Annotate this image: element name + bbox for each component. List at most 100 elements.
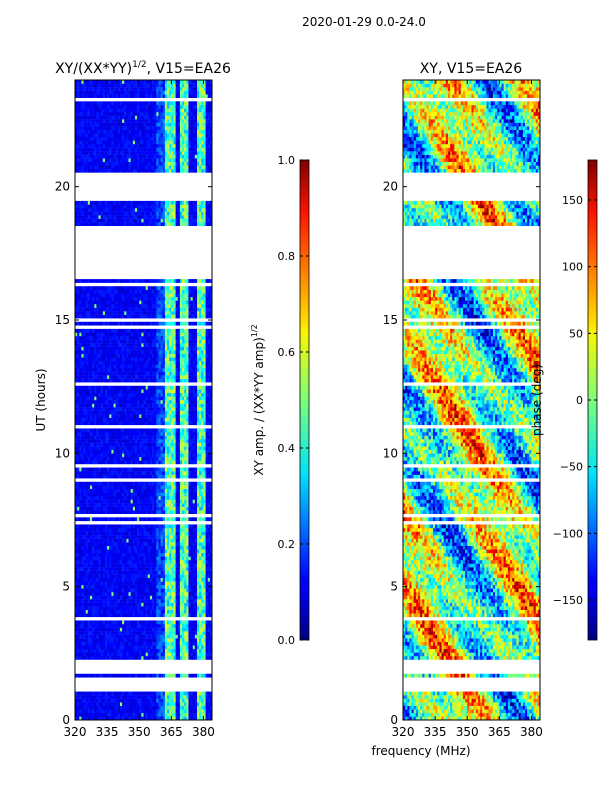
amp-cell [81,499,84,504]
amp-cell [194,400,198,404]
amp-cell [81,446,84,450]
amp-cell [134,456,138,461]
amp-cell [113,435,116,440]
amp-cell [207,574,211,578]
amp-cell [173,538,176,543]
amp-cell [203,645,206,650]
amp-cell [122,474,125,479]
amp-cell [167,648,170,653]
amp-cell [109,535,112,539]
amp-cell [130,407,134,411]
amp-cell [107,645,110,650]
amp-cell [75,695,78,699]
amp-cell [184,488,187,493]
amp-cell [209,417,212,422]
amp-cell [175,627,179,632]
amp-cell [164,442,168,447]
amp-cell [122,609,125,614]
amp-cell [85,417,89,422]
amp-cell [154,492,157,497]
amp-cell [154,421,157,426]
amp-cell [124,503,127,507]
amp-cell [119,709,123,714]
amp-cell [96,442,99,447]
amp-cell [190,485,194,490]
amp-cell [111,407,114,411]
amp-cell [207,488,211,493]
amp-cell [160,556,164,561]
amp-cell [169,574,172,578]
amp-cell [152,549,155,554]
amp-cell [75,542,78,546]
amp-cell [85,698,89,703]
amp-cell [79,496,82,500]
amp-cell [184,460,187,465]
amp-cell [81,570,84,575]
amp-cell [186,410,189,415]
amp-cell [98,638,101,642]
amp-cell [81,492,84,497]
amp-cell [113,620,116,625]
amp-cell [75,481,78,486]
amp-cell [145,496,149,500]
amp-cell [194,613,198,618]
amp-cell [96,417,99,422]
amp-cell [190,716,194,720]
amp-cell [79,531,82,536]
amp-cell [182,432,185,436]
amp-cell [199,496,202,500]
amp-cell [134,485,138,490]
amp-cell [143,705,146,710]
amp-cell [75,389,78,394]
amp-cell [96,638,99,642]
amp-cell [197,695,200,699]
amp-cell [147,499,151,504]
amp-cell [79,474,82,479]
amp-cell [137,528,140,532]
amp-cell [156,524,159,529]
amp-cell [137,392,140,397]
amp-cell [179,535,183,539]
amp-cell [75,414,78,418]
amp-cell [184,631,187,635]
amp-cell [126,403,129,408]
amp-cell [209,627,212,632]
amp-cell [102,549,106,554]
amp-cell [207,538,211,543]
amp-cell [207,517,211,522]
amp-cell [186,602,189,607]
amp-cell [75,471,78,475]
amp-cell [145,556,149,561]
amp-cell [173,624,176,628]
amp-cell [111,456,114,461]
amp-cell [113,574,116,578]
amp-cell [134,403,138,408]
amp-cell [194,673,198,678]
amp-cell [209,446,212,450]
amp-cell [201,712,204,717]
amp-cell [132,592,136,596]
amp-cell [92,499,95,504]
amp-cell [201,435,204,440]
amp-cell [109,421,112,426]
amp-cell [83,506,86,511]
amp-cell [141,407,144,411]
amp-cell [89,528,93,532]
amp-cell [141,588,144,593]
amp-cell [107,417,110,422]
amp-cell [186,496,189,500]
amp-cell [85,705,89,710]
amp-cell [169,624,172,628]
amp-cell [117,592,121,596]
amp-cell [104,691,108,696]
amp-cell [132,435,136,440]
amp-cell [162,535,166,539]
amp-cell [162,581,166,586]
amp-cell [77,435,80,440]
amp-cell [98,631,101,635]
amp-cell [156,417,159,422]
amp-cell [203,439,206,443]
amp-cell [192,407,196,411]
amp-cell [113,563,116,568]
amp-cell [145,567,149,571]
